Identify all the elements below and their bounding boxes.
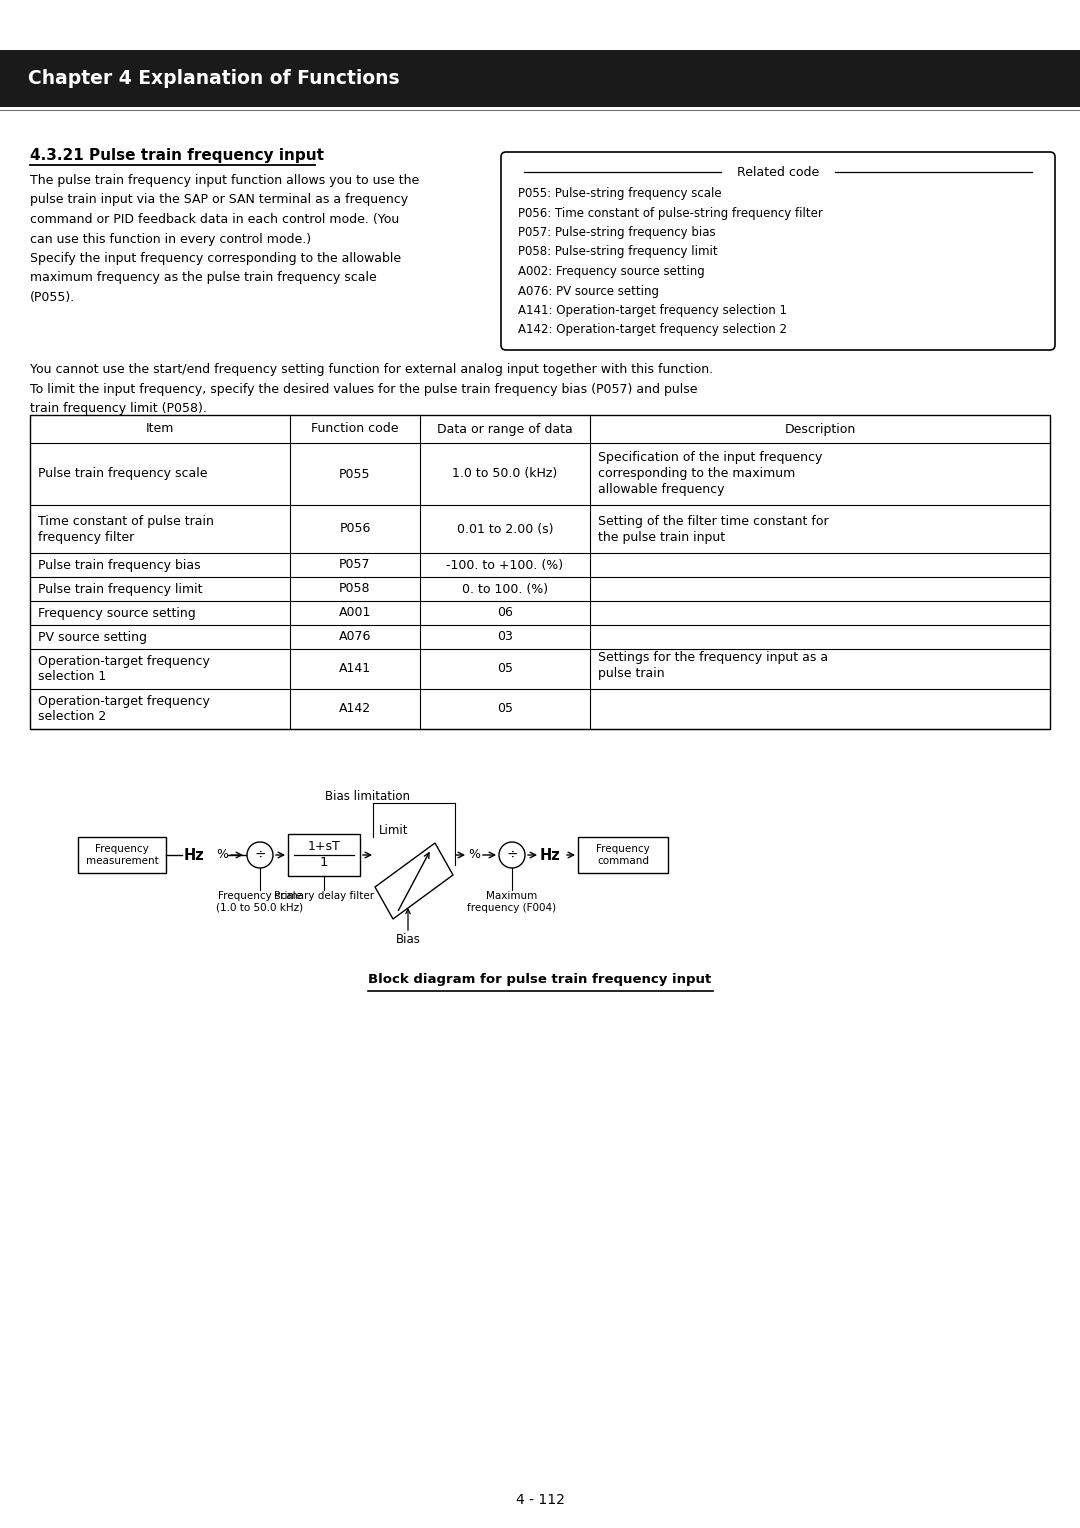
Text: You cannot use the start/end frequency setting function for external analog inpu: You cannot use the start/end frequency s… [30,364,713,376]
Text: pulse train: pulse train [598,666,664,680]
Bar [30,416,1050,729]
Text: 1+sT: 1+sT [308,840,340,854]
Bar [288,834,360,876]
Text: A076: PV source setting: A076: PV source setting [518,284,659,298]
Text: 05: 05 [497,703,513,715]
Text: Pulse train frequency limit: Pulse train frequency limit [38,582,203,596]
Polygon shape [375,843,453,918]
FancyBboxPatch shape [501,151,1055,350]
Text: Maximum
frequency (F004): Maximum frequency (F004) [468,891,556,912]
Text: P055: Pulse-string frequency scale: P055: Pulse-string frequency scale [518,186,721,200]
Text: A002: Frequency source setting: A002: Frequency source setting [518,264,705,278]
Text: PV source setting: PV source setting [38,631,147,643]
Text: A142: Operation-target frequency selection 2: A142: Operation-target frequency selecti… [518,324,787,336]
Text: P056: Time constant of pulse-string frequency filter: P056: Time constant of pulse-string freq… [518,206,823,220]
Text: -100. to +100. (%): -100. to +100. (%) [446,559,564,571]
Text: 05: 05 [497,663,513,675]
Text: corresponding to the maximum: corresponding to the maximum [598,468,795,480]
Text: 0.01 to 2.00 (s): 0.01 to 2.00 (s) [457,523,553,535]
Text: A001: A001 [339,607,372,619]
Text: Bias limitation: Bias limitation [325,790,410,804]
Text: Pulse train frequency bias: Pulse train frequency bias [38,559,201,571]
Text: Specification of the input frequency: Specification of the input frequency [598,451,822,465]
Text: Operation-target frequency: Operation-target frequency [38,654,210,668]
Text: %: % [216,848,228,862]
Circle shape [499,842,525,868]
Bar [0,50,1080,107]
Text: A141: A141 [339,663,372,675]
Text: 03: 03 [497,631,513,643]
Text: Specify the input frequency corresponding to the allowable: Specify the input frequency correspondin… [30,252,401,264]
Text: P057: Pulse-string frequency bias: P057: Pulse-string frequency bias [518,226,716,238]
Text: ÷: ÷ [254,848,266,862]
Text: maximum frequency as the pulse train frequency scale: maximum frequency as the pulse train fre… [30,272,377,284]
Text: Time constant of pulse train: Time constant of pulse train [38,515,214,527]
Text: Description: Description [784,423,855,435]
Text: Pulse train frequency scale: Pulse train frequency scale [38,468,207,480]
Text: frequency filter: frequency filter [38,530,134,544]
Text: Setting of the filter time constant for: Setting of the filter time constant for [598,515,828,527]
Text: ÷: ÷ [507,848,517,862]
Text: Hz: Hz [184,848,205,862]
Text: A141: Operation-target frequency selection 1: A141: Operation-target frequency selecti… [518,304,787,316]
Text: Bias: Bias [395,934,420,946]
Text: Frequency
command: Frequency command [596,843,650,866]
Text: pulse train input via the SAP or SAN terminal as a frequency: pulse train input via the SAP or SAN ter… [30,194,408,206]
Text: Function code: Function code [311,423,399,435]
Text: Operation-target frequency: Operation-target frequency [38,695,210,707]
Text: command or PID feedback data in each control mode. (You: command or PID feedback data in each con… [30,212,400,226]
Text: P058: P058 [339,582,370,596]
Text: allowable frequency: allowable frequency [598,483,725,497]
Text: 1.0 to 50.0 (kHz): 1.0 to 50.0 (kHz) [453,468,557,480]
Text: Limit: Limit [379,824,408,837]
Bar [78,837,166,872]
Circle shape [247,842,273,868]
Text: selection 2: selection 2 [38,711,106,723]
Text: 06: 06 [497,607,513,619]
Text: Frequency source setting: Frequency source setting [38,607,195,619]
Text: Hz: Hz [540,848,561,862]
Text: the pulse train input: the pulse train input [598,530,725,544]
Text: P056: P056 [339,523,370,535]
Text: train frequency limit (P058).: train frequency limit (P058). [30,402,207,416]
Text: Related code: Related code [737,165,819,179]
Text: Chapter 4 Explanation of Functions: Chapter 4 Explanation of Functions [28,69,400,89]
Text: 4 - 112: 4 - 112 [515,1493,565,1507]
Text: 0. to 100. (%): 0. to 100. (%) [462,582,548,596]
Text: (P055).: (P055). [30,290,76,304]
Text: Block diagram for pulse train frequency input: Block diagram for pulse train frequency … [368,973,712,986]
Text: %: % [468,848,480,862]
Text: P055: P055 [339,468,370,480]
Text: Settings for the frequency input as a: Settings for the frequency input as a [598,651,828,663]
Text: The pulse train frequency input function allows you to use the: The pulse train frequency input function… [30,174,419,186]
Text: A142: A142 [339,703,372,715]
Text: P057: P057 [339,559,370,571]
Text: Frequency
measurement: Frequency measurement [85,843,159,866]
Text: can use this function in every control mode.): can use this function in every control m… [30,232,311,246]
Text: P058: Pulse-string frequency limit: P058: Pulse-string frequency limit [518,246,717,258]
Text: To limit the input frequency, specify the desired values for the pulse train fre: To limit the input frequency, specify th… [30,382,698,396]
Text: Data or range of data: Data or range of data [437,423,572,435]
Text: A076: A076 [339,631,372,643]
Text: Primary delay filter: Primary delay filter [274,891,374,902]
Text: selection 1: selection 1 [38,671,106,683]
Text: Item: Item [146,423,174,435]
Text: Frequency scale
(1.0 to 50.0 kHz): Frequency scale (1.0 to 50.0 kHz) [216,891,303,912]
Text: 4.3.21 Pulse train frequency input: 4.3.21 Pulse train frequency input [30,148,324,163]
Text: 1: 1 [320,856,328,868]
Bar [578,837,669,872]
